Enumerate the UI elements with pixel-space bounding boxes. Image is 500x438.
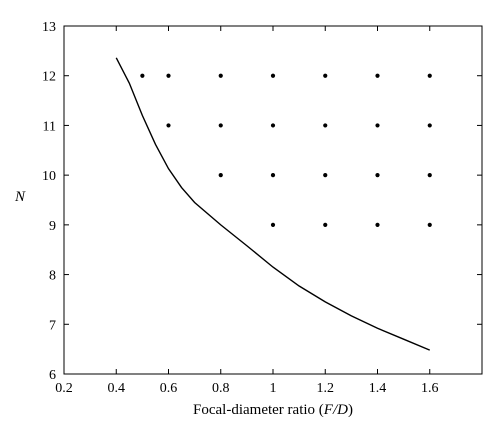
data-point: [427, 123, 432, 128]
boundary-curve: [115, 57, 431, 351]
data-point: [375, 222, 380, 227]
data-point: [218, 173, 223, 178]
y-axis-ticks: 6 7 8 9 10 11 12 13: [42, 20, 482, 383]
data-point: [270, 222, 276, 227]
data-point: [166, 73, 171, 78]
data-point: [427, 73, 432, 78]
data-point: [375, 73, 380, 78]
data-point: [166, 123, 171, 128]
y-tick-label: 8: [49, 269, 56, 284]
x-tick-label: 1: [270, 381, 277, 396]
data-point: [218, 73, 223, 78]
x-axis-title: Focal-diameter ratio (F/D): [193, 402, 353, 418]
data-point: [323, 173, 328, 178]
data-point: [375, 173, 380, 178]
data-point: [270, 123, 276, 128]
y-tick-label: 6: [49, 368, 56, 383]
x-tick-label: 0.8: [212, 381, 230, 396]
x-tick-label: 0.6: [160, 381, 178, 396]
data-point: [323, 73, 328, 78]
x-tick-label: 1.6: [421, 381, 439, 396]
y-tick-label: 12: [42, 70, 56, 85]
y-tick-label: 13: [42, 20, 56, 35]
data-point: [270, 73, 276, 78]
data-point: [323, 123, 328, 128]
x-axis-ticks: 0.2 0.4 0.6 0.8 1 1.2 1.4 1.6: [55, 26, 439, 396]
y-axis-title: N: [14, 189, 26, 205]
data-point: [427, 222, 432, 227]
data-points: [140, 73, 432, 227]
data-point: [140, 73, 145, 78]
y-tick-label: 7: [49, 318, 56, 333]
data-point: [270, 173, 276, 178]
x-tick-label: 1.2: [317, 381, 335, 396]
x-tick-label: 1.4: [369, 381, 387, 396]
x-tick-label: 0.4: [108, 381, 126, 396]
y-tick-label: 9: [49, 219, 56, 234]
data-point: [375, 123, 380, 128]
data-point: [323, 222, 328, 227]
y-tick-label: 11: [43, 119, 56, 134]
y-tick-label: 10: [42, 169, 56, 184]
data-point: [427, 173, 432, 178]
x-tick-label: 0.2: [55, 381, 73, 396]
data-point: [218, 123, 223, 128]
